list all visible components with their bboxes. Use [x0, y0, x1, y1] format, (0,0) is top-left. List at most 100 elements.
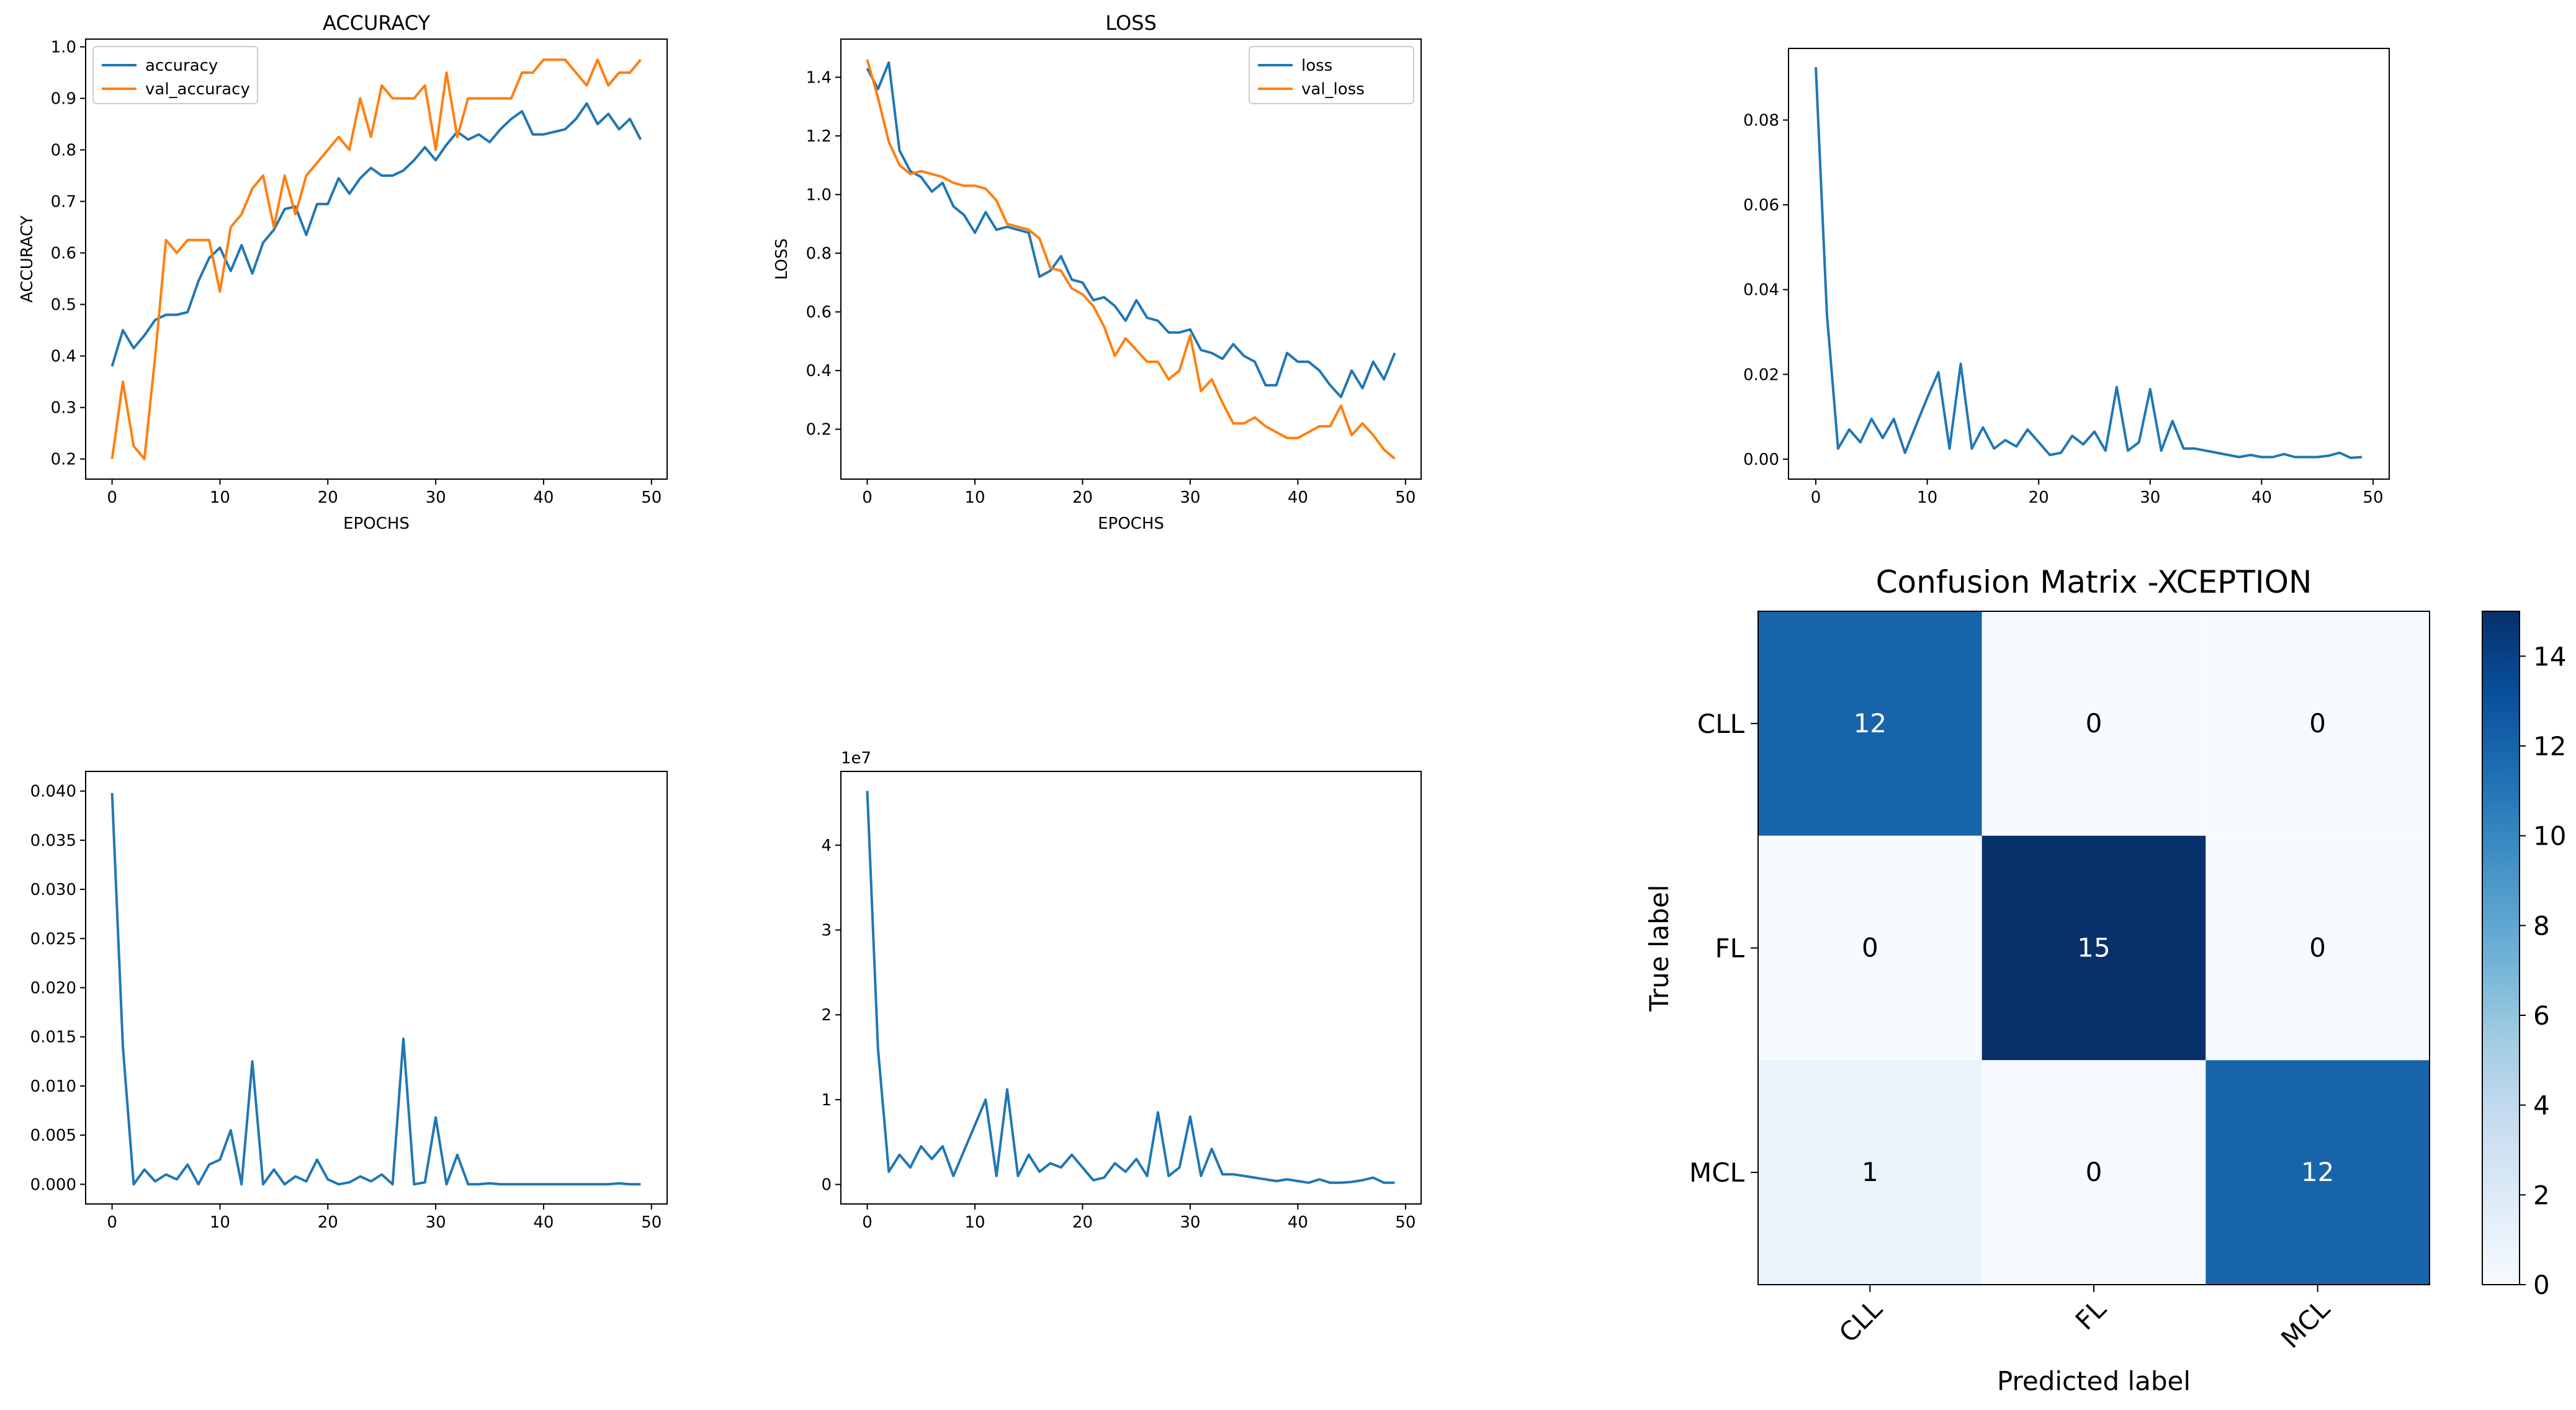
matrix-cell	[1758, 835, 1982, 1061]
plot-frame	[85, 771, 668, 1205]
y-tick-label: 4	[821, 837, 832, 855]
y-tick-label: 0.020	[30, 979, 76, 998]
matrix-cell-value: 0	[2086, 1157, 2103, 1187]
y-tick-label: 0.005	[30, 1126, 76, 1145]
chart-title: ACCURACY	[323, 11, 430, 35]
plot-frame	[1788, 48, 2390, 480]
y-tick-label: 1.0	[51, 38, 76, 56]
matrix-cell	[2206, 611, 2430, 836]
y-tick-label: 0.02	[1743, 366, 1779, 384]
colorbar-tick-label: 0	[2533, 1270, 2550, 1300]
x-tick-label: 30	[426, 488, 446, 507]
x-tick-label: 40	[533, 488, 554, 507]
y-tick-label: 2	[821, 1006, 832, 1025]
matrix-cell-value: 15	[2077, 933, 2110, 963]
matrix-cell	[1758, 1060, 1982, 1285]
y-tick-label: 0.00	[1743, 451, 1779, 469]
accuracy-chart: 0 10 20 30 40 50 0.2 0.3 0.4 0.5 0.6 0.7 0.8 0.9 1.0 AC…	[18, 11, 668, 533]
x-tick-label: 40	[533, 1213, 554, 1232]
matrix-cell-value: 12	[2301, 1157, 2334, 1187]
x-tick-label: 50	[1395, 488, 1416, 507]
x-tick-label: 20	[1072, 1213, 1093, 1232]
legend: loss val_loss	[1249, 46, 1414, 104]
axis-offset-label: 1e7	[841, 749, 871, 768]
legend: accuracy val_accuracy	[92, 46, 258, 104]
y-tick-label: 0.08	[1743, 111, 1779, 130]
x-tick-label: 0	[862, 488, 873, 507]
top-right-line-chart: 0 10 20 30 40 50 0.00 0.02 0.04 0.06 0.08	[1743, 48, 2390, 507]
x-tick-label: 10	[964, 1213, 985, 1232]
x-tick-label: 20	[318, 488, 338, 507]
y-tick-label: 0.040	[30, 783, 76, 801]
legend-label-val-accuracy: val_accuracy	[145, 80, 250, 99]
y-tick-label: 0.010	[30, 1077, 76, 1096]
bottom-left-line-chart: 0 10 20 30 40 50 0.000 0.005 0.010 0.015 0.020 0.02…	[30, 771, 668, 1232]
y-tick-label: 1.0	[806, 186, 832, 205]
x-tick-label: 50	[641, 1213, 662, 1232]
x-tick-label: 0	[107, 488, 117, 507]
legend-label-accuracy: accuracy	[145, 56, 218, 75]
colorbar-tick-label: 14	[2533, 641, 2566, 671]
matrix-cell-value: 0	[2309, 708, 2326, 739]
y-tick-label: 3	[821, 922, 832, 940]
y-axis-label: ACCURACY	[18, 215, 37, 303]
matrix-cell	[1981, 835, 2206, 1061]
matrix-cell	[1981, 1060, 2206, 1285]
matrix-cell-value: 0	[2086, 708, 2103, 739]
y-tick-label: 0.030	[30, 881, 76, 899]
matrix-cell	[1981, 611, 2206, 836]
colorbar-tick-label: 12	[2533, 731, 2566, 761]
y-category-label: MCL	[1689, 1157, 1745, 1188]
y-tick-label: 0.025	[30, 930, 76, 948]
y-tick-label: 0.8	[51, 141, 76, 159]
x-tick-label: 10	[964, 488, 985, 507]
series-line-val-loss	[866, 59, 1396, 460]
bottom-middle-line-chart: 0 10 20 30 40 50 0 1 2 3 4 1e7	[821, 749, 1422, 1232]
matrix-cell	[2206, 835, 2430, 1061]
series-line-series	[866, 791, 1395, 1184]
y-tick-label: 0.6	[806, 303, 832, 322]
x-tick-label: 30	[1180, 1213, 1200, 1232]
y-tick-label: 0.2	[806, 421, 832, 439]
y-tick-label: 0.4	[51, 348, 76, 366]
x-tick-label: 50	[641, 488, 662, 507]
colorbar-tick-label: 6	[2533, 1000, 2550, 1031]
x-tick-label: 40	[1288, 1213, 1308, 1232]
chart-title: Confusion Matrix -XCEPTION	[1876, 564, 2312, 600]
colorbar-tick-label: 4	[2533, 1090, 2550, 1121]
x-category-label: FL	[2070, 1293, 2112, 1336]
y-tick-label: 0.8	[806, 245, 832, 263]
colorbar-tick-label: 8	[2533, 910, 2550, 941]
plot-frame	[85, 38, 668, 480]
matrix-cell	[2206, 1060, 2430, 1285]
y-tick-label: 0.06	[1743, 196, 1779, 215]
y-tick-label: 0.2	[51, 451, 76, 469]
legend-label-val-loss: val_loss	[1301, 80, 1365, 99]
x-category-label: CLL	[1833, 1293, 1888, 1349]
x-tick-label: 0	[107, 1213, 117, 1232]
matrix-cell-value: 0	[1862, 933, 1878, 963]
y-tick-label: 0	[821, 1176, 832, 1195]
x-tick-label: 40	[2251, 488, 2272, 507]
plot-frame	[840, 771, 1422, 1205]
y-tick-label: 0.5	[51, 296, 76, 315]
y-axis-label: True label	[1644, 884, 1674, 1012]
chart-title: LOSS	[1105, 11, 1157, 35]
x-tick-label: 40	[1288, 488, 1308, 507]
y-tick-label: 1.2	[806, 127, 832, 146]
colorbar	[2482, 611, 2520, 1285]
series-line-val-accuracy	[110, 58, 642, 460]
legend-label-loss: loss	[1301, 56, 1332, 75]
x-tick-label: 50	[2363, 488, 2383, 507]
y-tick-label: 0.000	[30, 1175, 76, 1194]
x-tick-label: 0	[862, 1213, 873, 1232]
series-line-loss	[866, 61, 1396, 398]
y-tick-label: 0.04	[1743, 281, 1779, 300]
x-tick-label: 50	[1395, 1213, 1416, 1232]
y-tick-label: 1.4	[806, 68, 832, 87]
y-category-label: FL	[1715, 933, 1744, 964]
y-axis-label: LOSS	[773, 238, 791, 280]
y-tick-label: 1	[821, 1091, 832, 1110]
